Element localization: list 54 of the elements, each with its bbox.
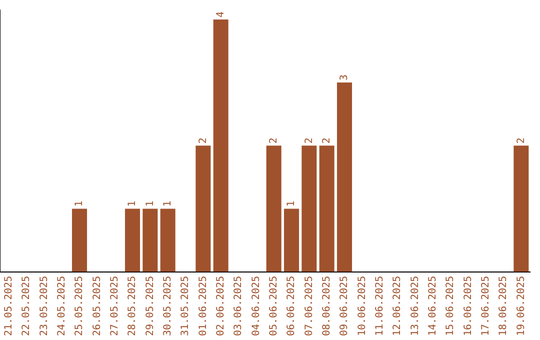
x-tick-label: 01.06.2025	[198, 276, 209, 336]
x-tick-label: 16.06.2025	[462, 276, 474, 336]
x-tick-label: 07.06.2025	[304, 276, 315, 336]
data-label: 4	[215, 11, 226, 18]
bar	[319, 146, 334, 272]
x-tick-label: 10.06.2025	[356, 276, 368, 336]
data-label: 2	[304, 138, 315, 144]
bar	[124, 208, 140, 272]
x-tick-label: 27.05.2025	[109, 276, 120, 336]
data-label: 2	[198, 138, 209, 144]
x-tick-label: 25.05.2025	[74, 276, 86, 336]
data-label: 1	[286, 200, 298, 207]
x-tick-label: 13.06.2025	[410, 276, 421, 336]
x-tick-label: 21.05.2025	[3, 276, 14, 336]
bar	[142, 208, 158, 272]
bar	[72, 208, 88, 272]
x-tick-label: 24.05.2025	[56, 276, 68, 336]
x-tick-label: 29.05.2025	[144, 276, 156, 336]
x-tick-label: 30.05.2025	[162, 276, 174, 336]
bar	[514, 146, 529, 272]
data-label: 3	[339, 74, 350, 81]
x-tick-label: 18.06.2025	[498, 276, 510, 336]
bar	[266, 146, 282, 272]
data-label: 1	[127, 200, 138, 207]
x-tick-label: 03.06.2025	[233, 276, 244, 336]
bar	[302, 146, 317, 272]
x-tick-label: 12.06.2025	[392, 276, 404, 336]
x-tick-label: 31.05.2025	[180, 276, 192, 336]
data-label: 2	[321, 138, 332, 144]
x-tick-label: 06.06.2025	[286, 276, 298, 336]
x-tick-label: 09.06.2025	[339, 276, 350, 336]
x-tick-label: 19.06.2025	[516, 276, 527, 336]
bar	[284, 208, 300, 272]
x-tick-label: 04.06.2025	[250, 276, 262, 336]
x-tick-label: 22.05.2025	[21, 276, 32, 336]
bar	[336, 82, 352, 272]
x-tick-label: 08.06.2025	[321, 276, 332, 336]
x-tick-label: 17.06.2025	[480, 276, 492, 336]
x-tick-label: 26.05.2025	[92, 276, 103, 336]
bar	[196, 146, 211, 272]
data-label: 1	[144, 200, 156, 207]
data-label: 1	[162, 200, 174, 207]
data-label: 2	[516, 138, 527, 144]
x-tick-label: 15.06.2025	[445, 276, 456, 336]
x-tick-label: 14.06.2025	[427, 276, 438, 336]
bar	[160, 208, 176, 272]
x-tick-label: 02.06.2025	[215, 276, 226, 336]
bar	[213, 19, 228, 272]
x-tick-label: 28.05.2025	[127, 276, 138, 336]
data-label: 1	[74, 200, 86, 207]
data-label: 2	[268, 138, 280, 144]
x-tick-label: 05.06.2025	[268, 276, 280, 336]
x-tick-label: 23.05.2025	[38, 276, 50, 336]
x-tick-label: 11.06.2025	[374, 276, 386, 336]
